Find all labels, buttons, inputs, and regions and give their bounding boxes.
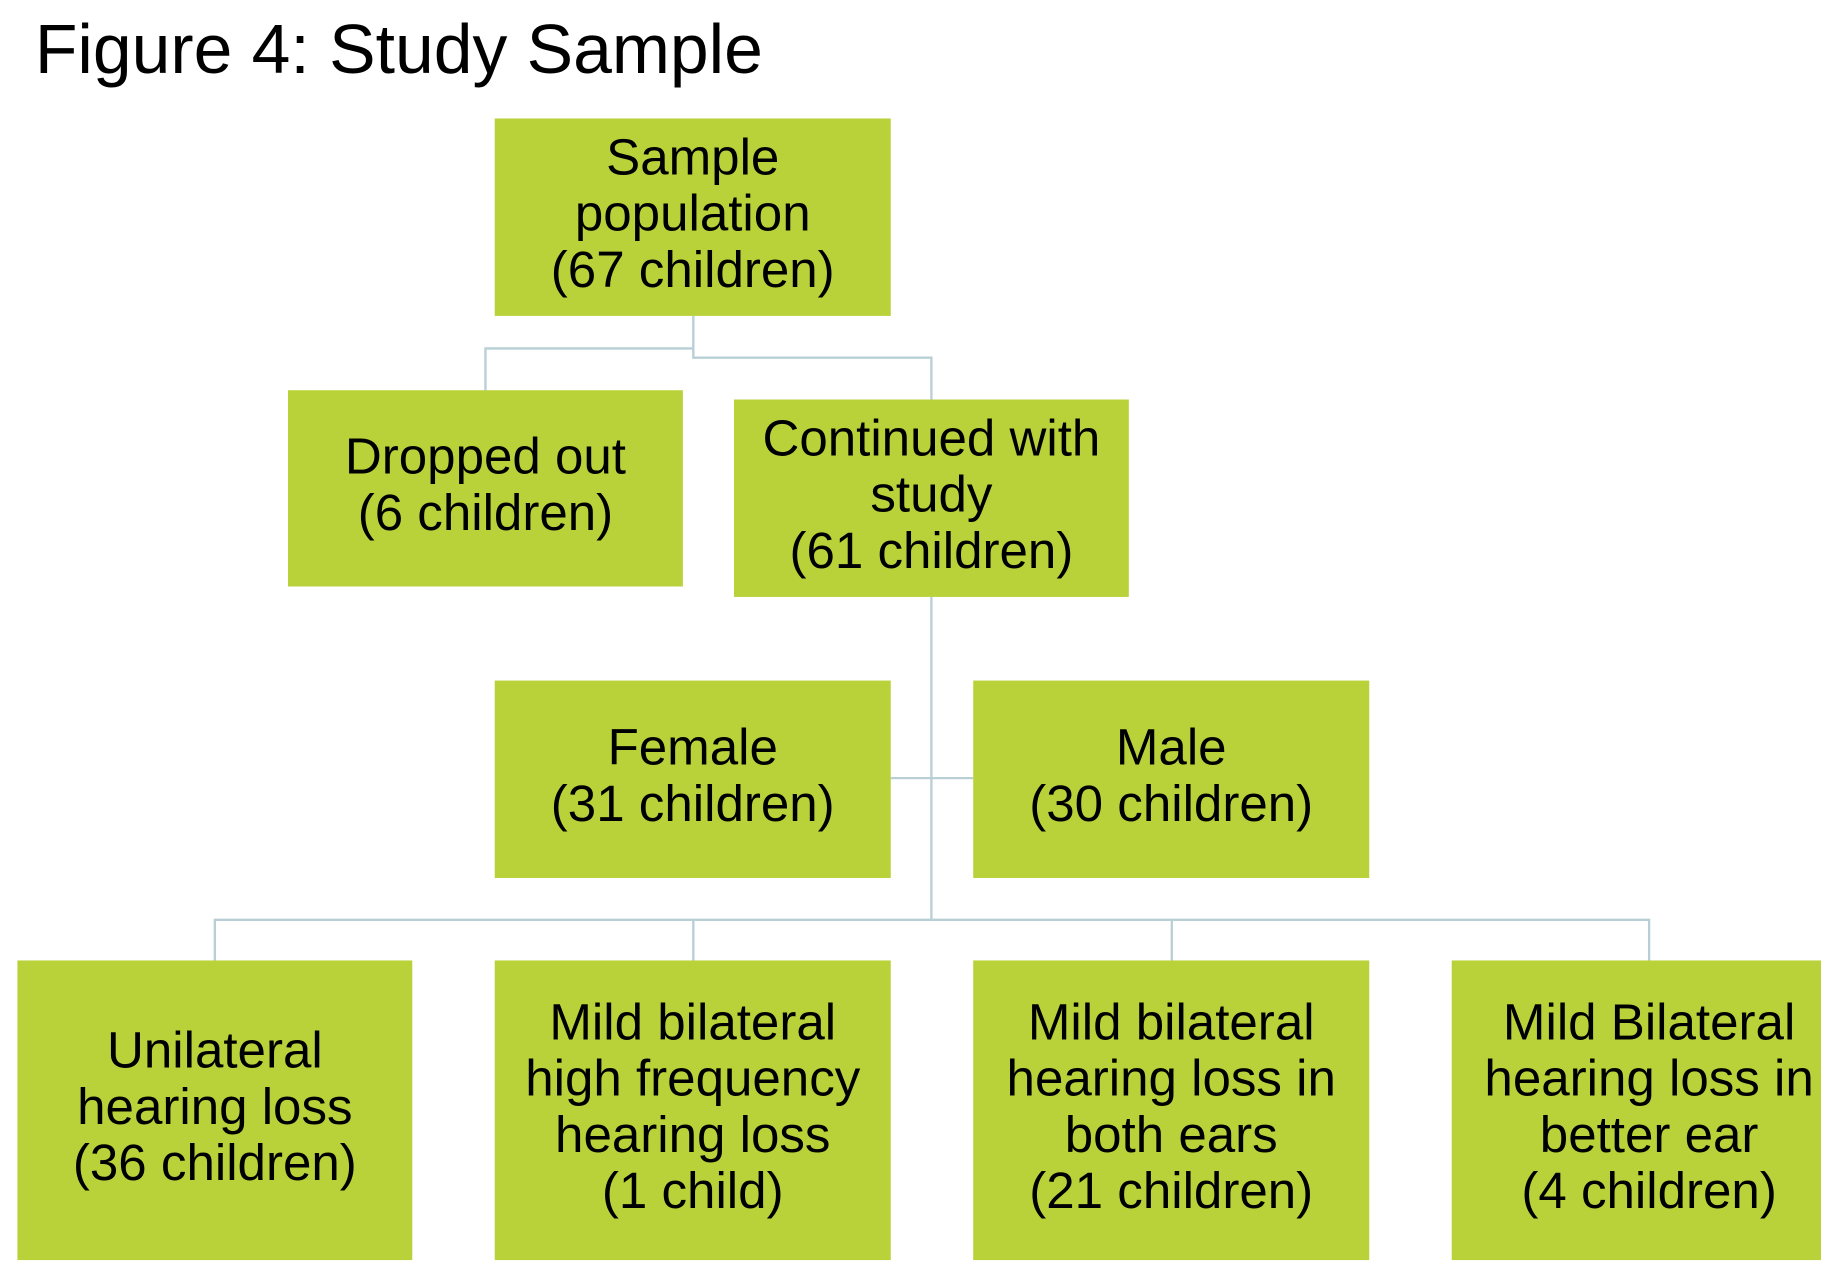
node-box: [17, 960, 413, 1261]
node-box: [1451, 960, 1821, 1261]
node-box: [973, 960, 1370, 1261]
node-label: hearing loss: [555, 1106, 830, 1163]
node-label: Continued with: [762, 409, 1100, 466]
node-label: (36 children): [73, 1134, 357, 1191]
node-box: [733, 399, 1129, 597]
node-label: (67 children): [551, 241, 835, 298]
node-label: population: [575, 185, 811, 242]
node-label: (21 children): [1029, 1162, 1313, 1219]
node-label: hearing loss in: [1007, 1050, 1336, 1107]
node-box: [288, 390, 683, 587]
connector: [213, 918, 1651, 961]
node-label: (30 children): [1029, 775, 1313, 832]
node-label: Mild bilateral: [1028, 993, 1315, 1050]
node-box: [494, 680, 891, 878]
node-label: (6 children): [358, 484, 614, 541]
node-box: [973, 680, 1370, 878]
node-label: both ears: [1065, 1106, 1278, 1163]
connector: [484, 315, 933, 400]
node-label: Female: [608, 719, 778, 776]
node-label: Mild Bilateral: [1503, 993, 1795, 1050]
node-label: Male: [1116, 719, 1227, 776]
node-label: (31 children): [551, 775, 835, 832]
node-label: (61 children): [789, 522, 1073, 579]
node-label: Mild bilateral: [549, 993, 836, 1050]
node-label: hearing loss in: [1484, 1050, 1813, 1107]
node-label: (4 children): [1521, 1162, 1777, 1219]
node-label: Dropped out: [345, 428, 626, 485]
node-box: [494, 118, 891, 316]
connector: [890, 596, 974, 920]
node-label: better ear: [1540, 1106, 1759, 1163]
figure-title: Figure 4: Study Sample: [35, 10, 763, 88]
node-box: [494, 960, 891, 1261]
node-label: (1 child): [602, 1162, 784, 1219]
node-label: hearing loss: [77, 1078, 352, 1135]
node-label: study: [870, 466, 993, 523]
node-label: Sample: [606, 128, 779, 185]
node-label: high frequency: [525, 1050, 861, 1107]
node-label: Unilateral: [107, 1021, 323, 1078]
connectors: [213, 315, 1651, 961]
